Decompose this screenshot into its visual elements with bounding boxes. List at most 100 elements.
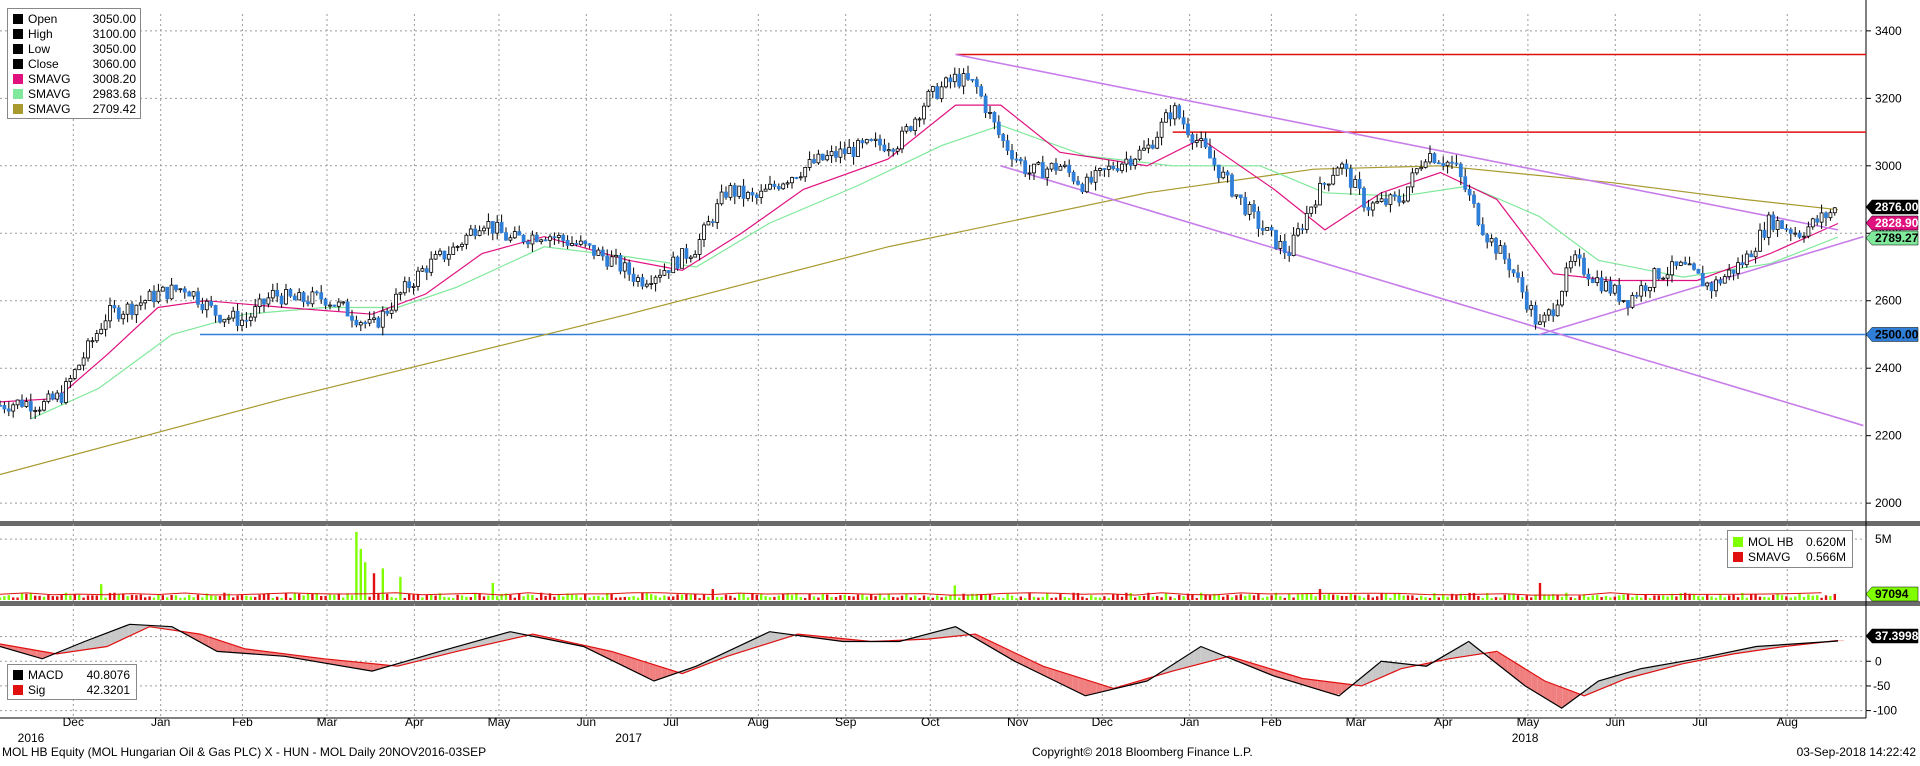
volume-bar (844, 595, 846, 600)
volume-bar (87, 595, 89, 600)
candle-body (1649, 287, 1652, 290)
candle-body (1129, 159, 1132, 165)
month-label: May (488, 715, 511, 729)
candle-body (663, 271, 666, 276)
candle-body (1468, 189, 1471, 195)
candle-body (210, 301, 213, 305)
volume-bar (258, 595, 260, 600)
candle-body (1741, 263, 1744, 265)
candle-body (425, 269, 428, 273)
volume-bar (1490, 598, 1492, 600)
candle-body (760, 191, 763, 197)
month-label: Aug (748, 715, 769, 729)
macd-fill-segment (1336, 683, 1342, 695)
volume-bar (993, 596, 995, 600)
candle-body (531, 235, 534, 244)
candle-body (566, 240, 569, 245)
volume-bar (395, 598, 397, 600)
candle-body (293, 296, 296, 300)
candle-body (1433, 154, 1436, 163)
candle-body (1099, 168, 1102, 170)
volume-bar (1578, 596, 1580, 600)
candle-body (1046, 169, 1049, 178)
candle-body (51, 394, 54, 399)
candle-body (1085, 177, 1088, 191)
candle-body (821, 154, 824, 160)
candle-body (711, 222, 714, 223)
candle-body (1816, 219, 1819, 222)
candle-body (1411, 173, 1414, 187)
volume-bar (835, 597, 837, 600)
volume-bar (1402, 595, 1404, 600)
candles (0, 66, 1836, 419)
volume-bar (756, 595, 758, 600)
candle-body (1367, 207, 1370, 210)
candle-body (1591, 279, 1594, 282)
volume-bar (289, 598, 291, 600)
month-label: Apr (1434, 715, 1453, 729)
candle-body (1732, 270, 1735, 273)
volume-bar (179, 598, 181, 600)
panel-separator (0, 521, 1920, 526)
volume-bar (584, 593, 586, 600)
volume-bar (1068, 598, 1070, 600)
candle-body (1503, 246, 1506, 259)
volume-bar (210, 595, 212, 600)
value-tag-text: 97094 (1875, 587, 1909, 601)
candle-body (1178, 106, 1181, 118)
volume-bar (1592, 595, 1594, 600)
candle-body (1380, 199, 1383, 202)
candle-body (1759, 230, 1762, 251)
candle-body (1081, 184, 1084, 191)
volume-bar (1640, 598, 1642, 600)
month-label: Jun (577, 715, 596, 729)
candle-body (843, 149, 846, 154)
macd-fill-segment (1489, 652, 1495, 662)
legend-value: 3060.00 (80, 57, 136, 71)
volume-bar (954, 585, 956, 600)
candle-body (161, 287, 164, 291)
volume-bar (236, 595, 238, 600)
candle-body (1059, 166, 1062, 170)
volume-bar (496, 596, 498, 600)
candle-body (1363, 188, 1366, 207)
volume-bar (672, 596, 674, 600)
candle-body (1121, 164, 1124, 170)
volume-bar (148, 596, 150, 600)
volume-bar (646, 593, 648, 600)
candle-body (1578, 255, 1581, 258)
volume-bar (1719, 595, 1721, 600)
volume-bar (1240, 594, 1242, 600)
candle-body (439, 251, 442, 254)
candle-body (82, 358, 85, 365)
candle-body (60, 393, 63, 402)
candle-body (593, 245, 596, 255)
candle-body (1147, 145, 1150, 148)
volume-bar (1477, 596, 1479, 600)
candle-body (1376, 202, 1379, 203)
volume-bar (470, 597, 472, 600)
volume-bar (1429, 598, 1431, 600)
candle-body (597, 250, 600, 255)
candle-body (544, 240, 547, 241)
candle-body (887, 150, 890, 151)
volume-bar (720, 597, 722, 600)
volume-bar (430, 594, 432, 600)
candle-body (989, 112, 992, 113)
macd-tick-label: -100 (1873, 704, 1897, 718)
candle-body (1539, 322, 1542, 324)
volume-bar (1746, 598, 1748, 600)
volume-bar (1781, 595, 1783, 600)
volume-bar (760, 594, 762, 600)
candle-body (188, 292, 191, 296)
volume-bar (1284, 598, 1286, 600)
candle-body (1627, 300, 1630, 307)
volume-bar (1596, 595, 1598, 600)
legend-swatch (13, 74, 23, 84)
candle-body (1767, 215, 1770, 237)
volume-bar (984, 594, 986, 600)
candle-body (1653, 269, 1656, 288)
volume-bar (1398, 594, 1400, 600)
volume-bar (1605, 596, 1607, 600)
